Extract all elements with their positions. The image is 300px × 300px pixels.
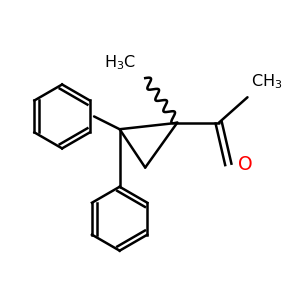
Text: H$_3$C: H$_3$C	[103, 53, 136, 72]
Text: CH$_3$: CH$_3$	[251, 72, 282, 91]
Text: O: O	[238, 155, 253, 174]
